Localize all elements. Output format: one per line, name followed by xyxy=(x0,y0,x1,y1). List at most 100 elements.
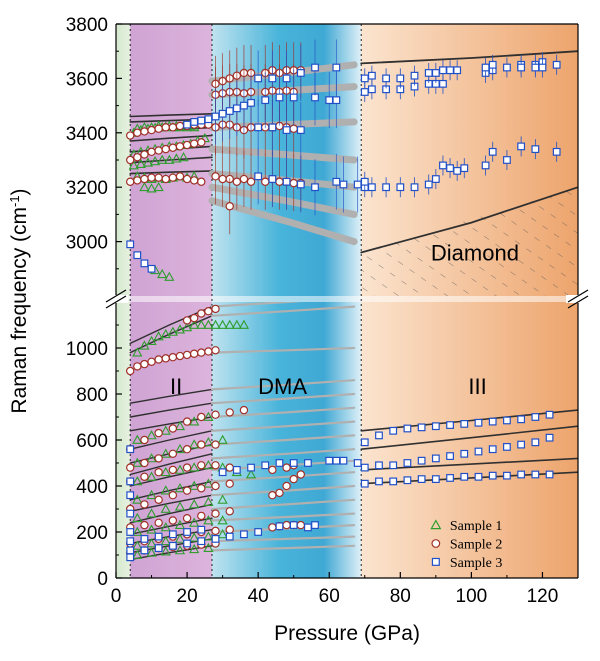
data-point xyxy=(154,124,163,133)
data-point xyxy=(431,175,440,183)
data-point xyxy=(126,477,135,486)
data-point xyxy=(203,515,214,525)
data-point xyxy=(197,484,206,493)
y-axis-label-main: Raman frequency (cm xyxy=(8,207,31,414)
data-point xyxy=(126,177,135,186)
data-point xyxy=(225,479,234,488)
data-point xyxy=(325,456,334,465)
data-point xyxy=(203,478,214,488)
calc-curve-DMA-low-6 xyxy=(210,420,356,432)
data-point xyxy=(446,452,454,460)
x-tick-label: 120 xyxy=(527,586,559,607)
data-point xyxy=(311,521,319,529)
data-point xyxy=(168,491,178,500)
data-point xyxy=(183,539,191,548)
calc-curve-II-high-5 xyxy=(129,156,213,164)
data-point xyxy=(126,491,135,500)
data-point xyxy=(275,93,284,102)
axis-break-mark-a-1 xyxy=(567,289,589,303)
data-point xyxy=(275,522,284,531)
data-point xyxy=(211,346,220,355)
data-point xyxy=(203,411,214,421)
data-point xyxy=(531,145,540,154)
data-point xyxy=(149,156,161,166)
labels: II DMA III Diamond Pressure (GPa) Raman … xyxy=(7,188,519,645)
data-point xyxy=(268,74,277,83)
data-point xyxy=(140,534,149,543)
data-point xyxy=(168,353,178,362)
x-axis-label: Pressure (GPa) xyxy=(274,622,420,645)
data-point xyxy=(167,326,178,336)
data-point xyxy=(517,142,526,151)
data-point xyxy=(126,131,135,140)
data-point xyxy=(153,181,164,192)
data-point xyxy=(189,543,200,554)
data-point xyxy=(182,445,192,454)
data-point xyxy=(239,405,249,415)
data-point xyxy=(304,523,312,532)
data-point xyxy=(360,438,369,447)
data-point xyxy=(240,101,248,110)
data-point xyxy=(154,146,163,155)
data-point xyxy=(296,126,305,134)
legend-label-sample-2: Sample 2 xyxy=(450,538,503,553)
axis-break-mark-a-0 xyxy=(105,289,127,303)
data-point xyxy=(389,477,398,486)
data-point xyxy=(360,463,369,472)
phase-label-III: III xyxy=(468,374,486,399)
data-point xyxy=(132,476,143,486)
calc-curve-III-low-0 xyxy=(360,409,578,432)
data-point xyxy=(217,494,228,504)
calc-curve-DMA-low-12 xyxy=(210,498,356,511)
data-point xyxy=(211,526,220,536)
data-point xyxy=(211,304,220,314)
data-point xyxy=(311,183,319,192)
calc-curve-DMA-low-0 xyxy=(210,302,303,308)
data-point xyxy=(161,354,170,363)
data-point xyxy=(140,458,149,468)
data-point xyxy=(160,485,171,495)
y-axis-label: Raman frequency (cm-1) xyxy=(7,188,32,413)
calc-curve-II-low-10 xyxy=(129,494,213,512)
data-point xyxy=(446,66,454,75)
data-point xyxy=(146,524,157,534)
data-point xyxy=(189,499,200,509)
data-point xyxy=(474,418,483,427)
data-point xyxy=(197,412,206,422)
data-point xyxy=(140,174,149,184)
data-point xyxy=(203,542,214,553)
diamond-hatch-region xyxy=(361,187,578,296)
data-point xyxy=(225,463,234,472)
data-point xyxy=(174,482,186,493)
data-point xyxy=(225,202,234,211)
data-point xyxy=(410,183,419,192)
calc-curve-DMA-low-15 xyxy=(210,535,356,543)
data-point xyxy=(353,180,362,189)
calc-curve-II-low-4 xyxy=(129,416,213,432)
data-point xyxy=(382,183,390,192)
data-point xyxy=(197,116,206,125)
calc-curve-DMA-low-11 xyxy=(210,484,356,497)
axis-break-mask-0 xyxy=(104,295,128,303)
data-point xyxy=(232,104,241,113)
data-point xyxy=(189,517,200,527)
data-point xyxy=(154,355,163,364)
phase-label-II: II xyxy=(170,374,182,399)
data-point xyxy=(126,463,135,472)
data-point xyxy=(197,177,206,186)
data-point xyxy=(538,63,547,72)
data-point xyxy=(139,181,150,192)
data-point xyxy=(204,115,213,124)
data-point xyxy=(261,96,270,105)
data-point xyxy=(289,459,298,467)
data-point xyxy=(183,528,191,536)
data-point xyxy=(238,319,250,329)
data-point xyxy=(174,545,186,555)
data-point xyxy=(160,522,171,532)
data-point xyxy=(132,549,143,559)
data-point xyxy=(135,158,147,168)
data-point xyxy=(132,512,143,523)
data-point xyxy=(218,468,227,477)
calc-curve-DMA-low-8 xyxy=(210,448,356,460)
